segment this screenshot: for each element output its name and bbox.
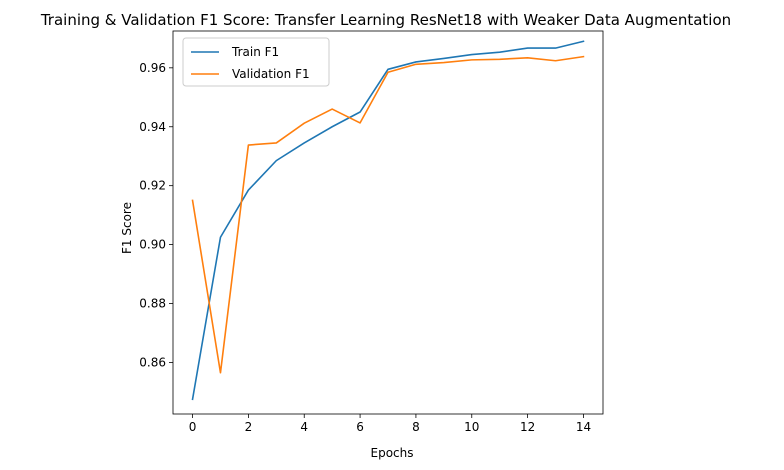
x-tick-label: 0 <box>189 420 197 434</box>
series-line-train <box>191 40 585 401</box>
y-axis-title: F1 Score <box>120 202 134 254</box>
x-axis-ticks: 0 2 4 6 8 10 12 14 <box>189 414 591 434</box>
x-tick-label: 6 <box>356 420 364 434</box>
x-tick-label: 4 <box>300 420 308 434</box>
series-line-validation <box>191 55 585 374</box>
x-axis-title: Epochs <box>371 446 414 460</box>
y-tick-label: 0.94 <box>139 120 166 134</box>
plot-lines <box>191 40 585 401</box>
y-axis-ticks: 0.86 0.88 0.90 0.92 0.94 0.96 <box>139 61 173 369</box>
legend: Train F1 Validation F1 <box>182 37 330 87</box>
y-tick-label: 0.90 <box>139 238 166 252</box>
legend-label: Train F1 <box>231 45 279 59</box>
legend-label: Validation F1 <box>232 67 310 81</box>
x-tick-label: 2 <box>245 420 253 434</box>
y-tick-label: 0.88 <box>139 297 166 311</box>
x-tick-label: 8 <box>412 420 420 434</box>
x-tick-label: 10 <box>464 420 479 434</box>
chart-title: Training & Validation F1 Score: Transfer… <box>40 11 731 29</box>
x-tick-label: 12 <box>520 420 535 434</box>
x-tick-label: 14 <box>576 420 591 434</box>
y-tick-label: 0.96 <box>139 61 166 75</box>
y-tick-label: 0.86 <box>139 355 166 369</box>
legend-box <box>182 37 330 87</box>
plot-frame <box>172 30 604 415</box>
y-tick-label: 0.92 <box>139 179 166 193</box>
